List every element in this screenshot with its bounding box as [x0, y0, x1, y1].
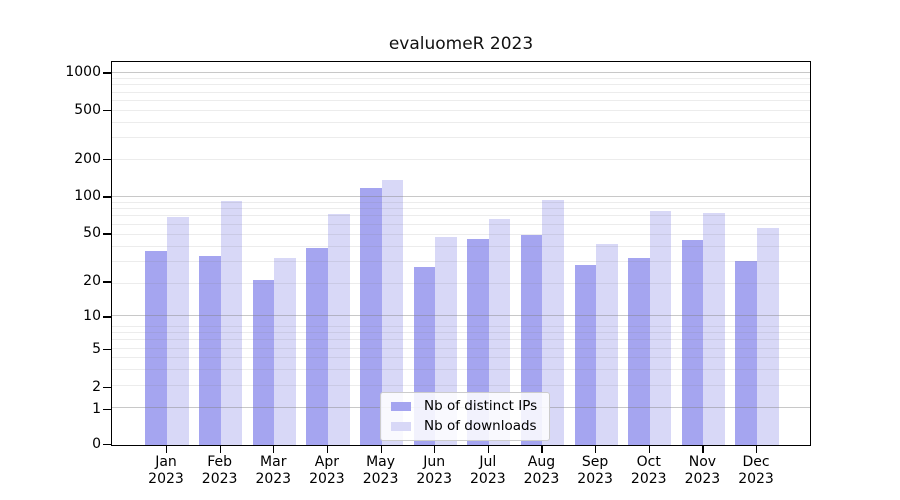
x-tick-label-jan: Jan 2023	[148, 454, 184, 487]
x-tick-label-jun: Jun 2023	[416, 454, 452, 487]
y-tick	[103, 159, 111, 161]
bar-downloads-sep	[596, 244, 618, 445]
bar-downloads-jul	[488, 219, 511, 445]
plot-area: Nb of distinct IPs Nb of downloads	[111, 61, 811, 446]
x-tick	[380, 446, 382, 453]
legend-label: Nb of downloads	[424, 418, 537, 434]
bar-ips-mar	[252, 280, 275, 445]
y-tick-label: 50	[83, 225, 101, 242]
y-tick-label: 2	[92, 378, 101, 395]
bar-ips-nov	[681, 240, 704, 445]
y-tick	[103, 443, 111, 445]
y-tick	[103, 281, 111, 283]
bars-layer	[112, 62, 810, 445]
y-tick-label: 1	[92, 400, 101, 417]
y-tick	[103, 408, 111, 410]
bar-downloads-apr	[327, 213, 350, 445]
x-tick	[434, 446, 436, 453]
x-tick	[702, 446, 704, 453]
legend-swatch-icon	[391, 402, 411, 411]
y-tick-label: 10	[83, 308, 101, 325]
x-tick	[487, 446, 490, 453]
x-tick	[166, 446, 168, 453]
x-tick	[648, 446, 650, 453]
y-tick-label: 20	[83, 273, 101, 290]
bar-ips-may	[359, 187, 382, 445]
x-tick	[756, 446, 758, 453]
bar-downloads-jan	[167, 216, 189, 445]
bar-ips-feb	[199, 255, 221, 445]
x-tick-label-jul: Jul 2023	[470, 454, 506, 487]
y-tick	[103, 316, 111, 318]
x-tick-label-may: May 2023	[362, 454, 399, 487]
legend-label: Nb of distinct IPs	[424, 398, 538, 414]
bar-downloads-feb	[220, 201, 243, 445]
y-tick-label: 100	[74, 188, 101, 205]
y-tick	[103, 349, 111, 351]
x-tick	[273, 446, 275, 453]
bar-downloads-dec	[757, 228, 779, 445]
bar-downloads-mar	[274, 257, 296, 445]
x-tick	[219, 446, 221, 453]
chart-title: evaluomeR 2023	[388, 34, 534, 54]
x-tick-label-nov: Nov 2023	[684, 454, 721, 487]
x-tick-label-feb: Feb 2023	[201, 454, 238, 487]
y-tick-label: 200	[74, 151, 101, 168]
bar-ips-apr	[306, 248, 328, 445]
legend: Nb of distinct IPs Nb of downloads	[380, 392, 551, 441]
y-tick-label: 0	[92, 435, 101, 452]
bar-ips-oct	[628, 257, 650, 445]
bar-ips-jan	[145, 251, 167, 445]
y-tick	[103, 109, 111, 112]
bar-downloads-oct	[649, 210, 672, 445]
bar-ips-sep	[574, 264, 597, 445]
legend-item-downloads: Nb of downloads	[391, 418, 537, 435]
y-tick	[103, 386, 111, 388]
y-tick	[103, 196, 111, 198]
x-tick	[595, 446, 597, 453]
x-tick-label-apr: Apr 2023	[309, 454, 345, 487]
x-tick-label-mar: Mar 2023	[255, 454, 292, 487]
legend-item-ips: Nb of distinct IPs	[391, 398, 537, 415]
legend-swatch-icon	[391, 422, 411, 431]
x-tick-label-sep: Sep 2023	[577, 454, 613, 487]
bar-ips-dec	[735, 261, 758, 445]
y-tick	[103, 233, 111, 235]
bar-downloads-nov	[703, 213, 725, 445]
x-tick-label-oct: Oct 2023	[630, 454, 667, 487]
x-tick-label-aug: Aug 2023	[523, 454, 560, 487]
x-tick	[541, 446, 543, 453]
x-tick	[326, 446, 329, 453]
x-tick-label-dec: Dec 2023	[738, 454, 774, 487]
y-tick-label: 1000	[65, 64, 101, 81]
y-tick-label: 500	[74, 101, 101, 118]
bar-downloads-aug	[542, 199, 565, 445]
y-tick	[103, 72, 111, 74]
bar-downloads-may	[381, 179, 404, 445]
y-tick-label: 5	[92, 341, 101, 358]
